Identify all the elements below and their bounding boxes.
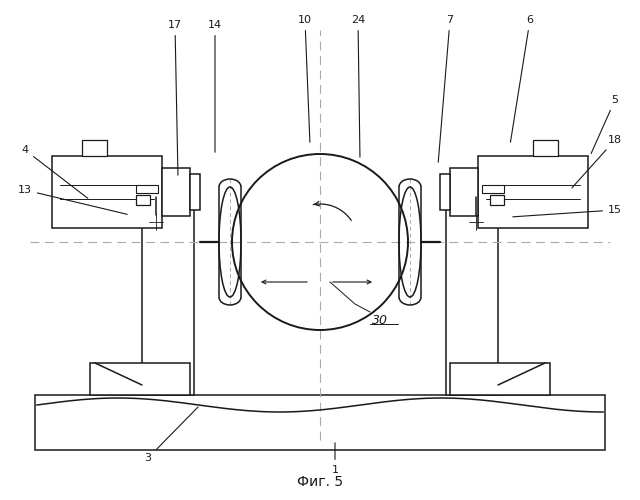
Bar [52, 156, 162, 228]
Bar [482, 185, 504, 193]
Bar [533, 140, 558, 156]
Bar [162, 168, 190, 216]
Bar [440, 174, 450, 210]
Text: 18: 18 [572, 135, 622, 188]
Bar [82, 140, 107, 156]
Bar [490, 195, 504, 205]
Text: Фиг. 5: Фиг. 5 [297, 475, 343, 489]
Bar [190, 174, 200, 210]
Bar [90, 363, 190, 395]
Text: 24: 24 [351, 15, 365, 157]
Bar [446, 197, 498, 395]
Text: 5: 5 [591, 95, 618, 154]
Text: 7: 7 [438, 15, 454, 162]
Bar [478, 156, 588, 228]
Text: 3: 3 [145, 407, 198, 463]
Bar [142, 197, 194, 395]
Bar [136, 195, 150, 205]
Text: 15: 15 [513, 205, 622, 217]
Text: 4: 4 [21, 145, 88, 199]
Text: 10: 10 [298, 15, 312, 142]
Bar [35, 395, 605, 450]
Bar [450, 363, 550, 395]
Text: 6: 6 [511, 15, 534, 142]
Text: 13: 13 [18, 185, 127, 214]
Text: 1: 1 [332, 443, 339, 475]
Bar [136, 185, 158, 193]
Text: 14: 14 [208, 20, 222, 152]
Text: 17: 17 [168, 20, 182, 175]
Bar [450, 168, 478, 216]
Text: 30: 30 [372, 314, 388, 327]
